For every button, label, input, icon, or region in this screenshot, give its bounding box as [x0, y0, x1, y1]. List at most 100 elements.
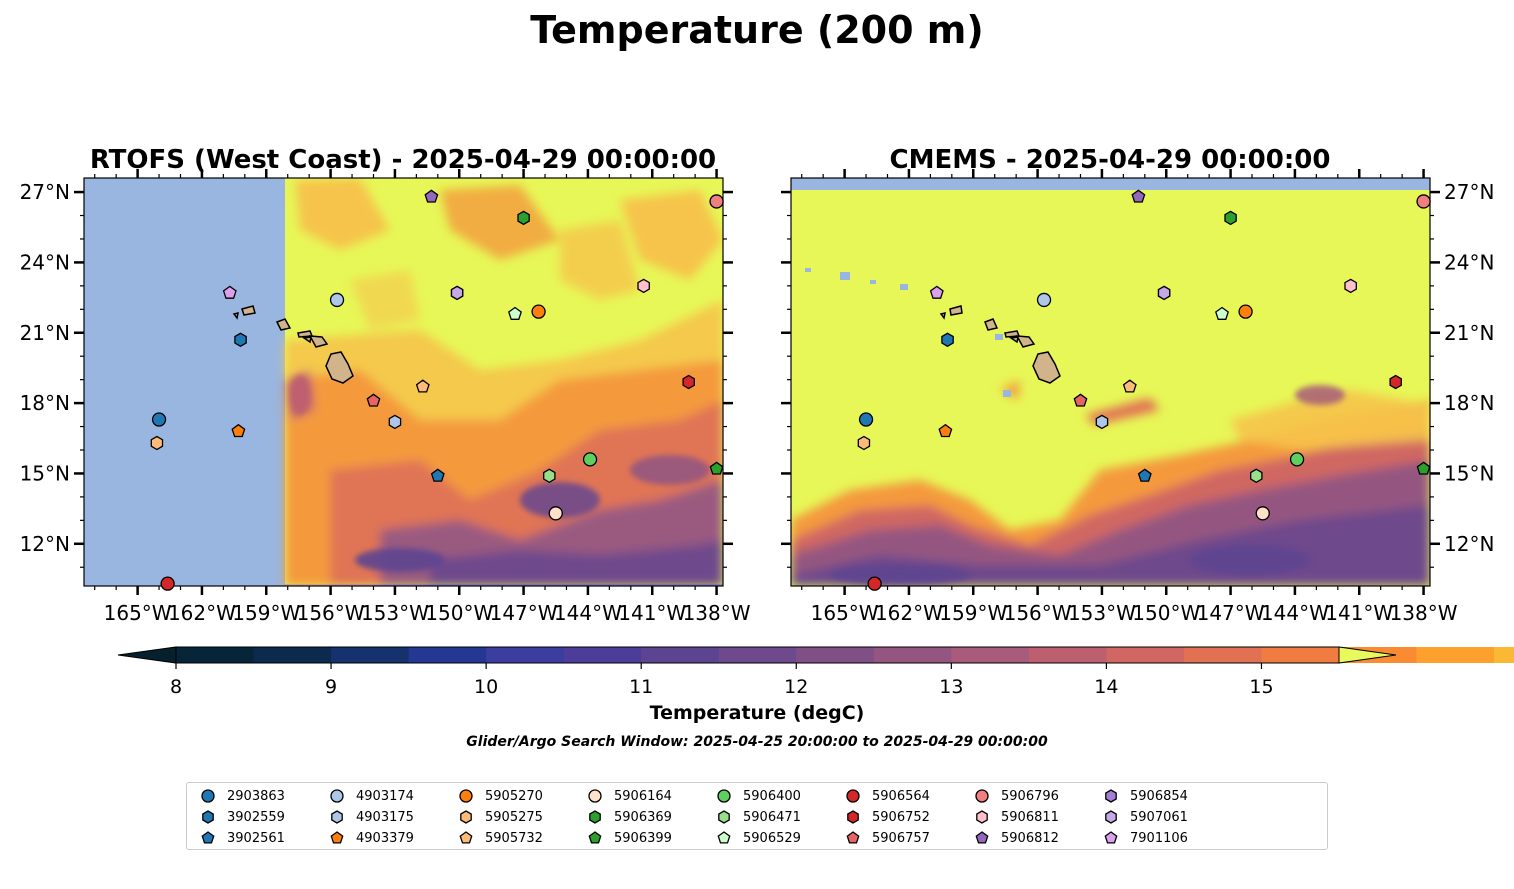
colorbar-bin: [796, 647, 875, 663]
legend-label: 5907061: [1130, 809, 1188, 825]
colorbar-bin: [1028, 647, 1107, 663]
legend-label: 5906400: [743, 788, 801, 804]
y-tick-label: 27°N: [20, 180, 70, 204]
x-tick-label: 147°W: [490, 601, 558, 625]
float-marker-5906471: [1250, 468, 1263, 484]
legend-item-7901106: 7901106: [1100, 828, 1188, 848]
legend-label: 5906399: [614, 830, 672, 846]
float-marker-4903174: [329, 292, 345, 308]
legend-marker: [1105, 789, 1117, 803]
legend-marker: [718, 810, 730, 824]
legend-marker: [976, 810, 988, 824]
float-marker-5905275: [857, 435, 871, 451]
legend-marker-5906564: [846, 789, 860, 803]
legend-item-5906400: 5906400: [713, 786, 801, 806]
y-tick-label: 18°N: [20, 391, 70, 415]
x-tick-label: 138°W: [1390, 601, 1458, 625]
float-marker-3902561: [430, 468, 445, 482]
legend-item-3902559: 3902559: [197, 807, 285, 827]
x-tick-label: 138°W: [683, 601, 751, 625]
float-marker-5906400: [582, 452, 598, 467]
float-marker-5906369: [1224, 210, 1237, 226]
rtofs-panel: RTOFS (West Coast) - 2025-04-29 00:00:00: [20, 145, 751, 625]
legend-marker: [847, 810, 859, 824]
colorbar-under-arrow: [117, 646, 177, 664]
colorbar-bin: [1261, 647, 1340, 663]
legend-label: 4903175: [356, 809, 414, 825]
y-tick-label: 15°N: [20, 461, 70, 485]
legend-label: 7901106: [1130, 830, 1188, 846]
float-marker-4903175: [388, 414, 402, 430]
x-tick-label: 165°W: [104, 601, 172, 625]
x-tick-label: 153°W: [361, 601, 429, 625]
legend-marker-5906369: [589, 810, 601, 824]
float-marker-5906369: [517, 210, 530, 226]
legend-marker: [330, 831, 344, 844]
x-tick-label: 162°W: [168, 601, 236, 625]
x-tick-label: 159°W: [232, 601, 300, 625]
colorbar-bin: [486, 647, 565, 663]
float-marker-4903379: [231, 423, 246, 438]
float-marker-7901106: [929, 285, 944, 299]
legend-item-5906752: 5906752: [842, 807, 930, 827]
y-tick-label: 18°N: [1444, 391, 1494, 415]
colorbar-bin: [1416, 647, 1495, 663]
float-marker-5906752: [1389, 374, 1402, 390]
legend-marker: [1105, 810, 1117, 824]
legend-label: 4903174: [356, 788, 414, 804]
y-tick-label: 24°N: [20, 250, 70, 274]
legend-item-4903174: 4903174: [326, 786, 414, 806]
legend-label: 5906854: [1130, 788, 1188, 804]
float-marker-5906164: [548, 506, 563, 521]
legend-label: 5906369: [614, 809, 672, 825]
colorbar-bin: [1106, 647, 1185, 663]
rtofs-panel-title: RTOFS (West Coast) - 2025-04-29 00:00:00: [90, 145, 716, 175]
legend-marker-4903379: [330, 831, 344, 844]
colorbar-bin: [718, 647, 797, 663]
legend-marker: [202, 810, 214, 824]
colorbar-tick-label: 11: [629, 676, 653, 698]
float-marker-5906471: [543, 468, 556, 484]
float-marker-5905732: [415, 379, 430, 393]
float-marker-5906812: [424, 189, 439, 203]
legend-item-5906811: 5906811: [971, 807, 1059, 827]
rtofs-axes-ticks: 165°W162°W159°W156°W153°W150°W147°W144°W…: [20, 169, 751, 625]
x-tick-label: 144°W: [554, 601, 622, 625]
legend-label: 5905275: [485, 809, 543, 825]
cmems-float-markers: [857, 189, 1431, 591]
legend-item-4903175: 4903175: [326, 807, 414, 827]
x-tick-label: 156°W: [297, 601, 365, 625]
colorbar-over-arrow: [1338, 646, 1397, 664]
x-tick-label: 144°W: [1261, 601, 1329, 625]
float-marker-5906399: [709, 461, 724, 475]
legend-item-5905270: 5905270: [455, 786, 543, 806]
legend-marker-5906811: [976, 810, 988, 824]
legend-marker-5905275: [460, 810, 472, 824]
x-tick-label: 156°W: [1004, 601, 1072, 625]
legend-marker: [717, 789, 731, 803]
legend-marker: [846, 831, 860, 844]
float-marker-5906796: [1416, 194, 1431, 209]
float-marker-5906796: [709, 194, 724, 209]
float-marker-5906399: [1416, 461, 1431, 475]
legend-label: 4903379: [356, 830, 414, 846]
search-window-text: Glider/Argo Search Window: 2025-04-25 20…: [466, 734, 1048, 750]
legend-marker: [459, 831, 473, 844]
legend-marker-4903174: [330, 789, 344, 803]
float-marker-2903863: [151, 412, 167, 427]
colorbar-bin: [408, 647, 487, 663]
legend-marker-5906400: [717, 789, 731, 803]
colorbar-bin: [253, 647, 332, 663]
colorbar-tick-label: 8: [170, 676, 182, 698]
legend-marker-5905270: [459, 789, 473, 803]
legend-marker: [975, 789, 989, 803]
colorbar-bin: [563, 647, 642, 663]
legend-marker: [717, 831, 731, 844]
legend-marker-5906757: [846, 831, 860, 844]
colorbar-bin: [1183, 647, 1262, 663]
legend-label: 5906811: [1001, 809, 1059, 825]
legend-marker: [588, 831, 602, 844]
legend-marker: [330, 789, 344, 803]
rtofs-temperature-field: [84, 178, 723, 586]
